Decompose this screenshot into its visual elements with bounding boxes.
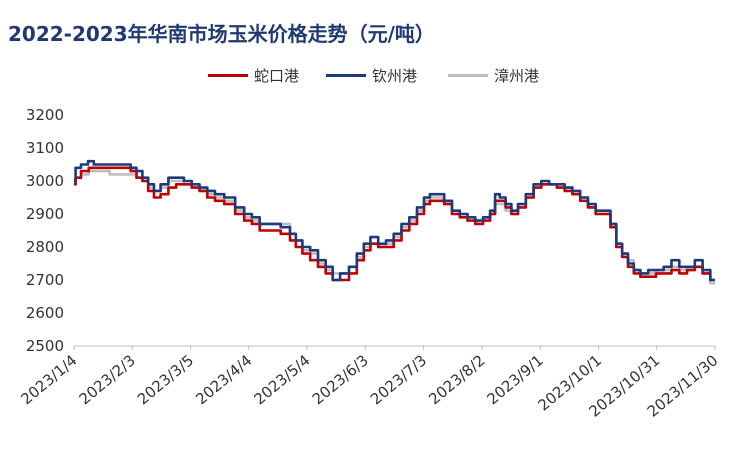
- x-tick-label: 2023/8/2: [425, 351, 488, 408]
- y-tick-label: 2900: [26, 205, 64, 223]
- legend-label-zhangzhou: 漳州港: [494, 66, 540, 85]
- y-tick-label: 3000: [26, 172, 64, 190]
- x-tick-label: 2023/2/3: [76, 351, 139, 408]
- y-tick-label: 2600: [26, 304, 64, 322]
- legend-item-qinzhou: 钦州港: [326, 64, 417, 86]
- y-tick-label: 2500: [26, 337, 64, 355]
- legend-item-zhangzhou: 漳州港: [448, 64, 539, 86]
- x-tick-label: 2023/7/3: [367, 351, 430, 408]
- y-tick-label: 3100: [26, 139, 64, 157]
- legend-label-shekou: 蛇口港: [254, 66, 300, 85]
- legend-label-qinzhou: 钦州港: [372, 66, 418, 85]
- y-tick-label: 3200: [26, 106, 64, 124]
- x-tick-label: 2023/1/4: [17, 351, 80, 408]
- legend-swatch-zhangzhou: [448, 73, 488, 77]
- chart-title: 2022-2023年华南市场玉米价格走势（元/吨）: [8, 22, 435, 46]
- legend-swatch-shekou: [208, 73, 248, 77]
- x-tick-label: 2023/4/4: [192, 351, 255, 408]
- x-tick-label: 2023/6/3: [309, 351, 372, 408]
- x-tick-label: 2023/3/5: [134, 351, 197, 408]
- y-axis: 2500 2600 2700 2800 2900 3000 3100 3200: [26, 106, 64, 355]
- series-line-shekou: [74, 166, 715, 282]
- legend-swatch-qinzhou: [326, 73, 366, 77]
- x-tick-label: 2023/5/4: [250, 351, 313, 408]
- x-axis: 2023/1/42023/2/32023/3/52023/4/42023/5/4…: [17, 346, 722, 421]
- y-tick-label: 2800: [26, 238, 64, 256]
- series-line-qinzhou: [74, 159, 715, 282]
- series-lines: [74, 159, 715, 285]
- y-tick-label: 2700: [26, 271, 64, 289]
- chart-legend: 蛇口港 钦州港 漳州港: [0, 64, 750, 86]
- legend-item-shekou: 蛇口港: [208, 64, 299, 86]
